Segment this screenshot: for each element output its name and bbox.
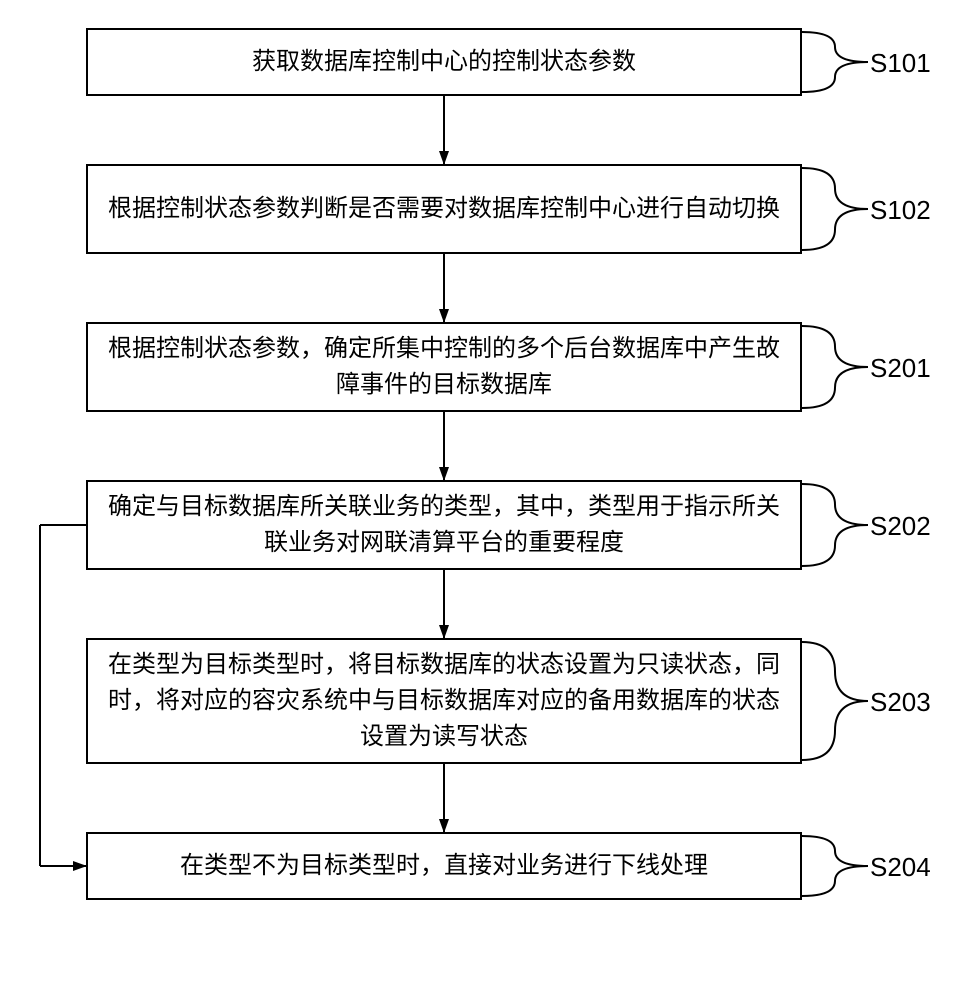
flowchart-canvas: 获取数据库控制中心的控制状态参数根据控制状态参数判断是否需要对数据库控制中心进行… [0, 0, 953, 1000]
step-label-S202: S202 [870, 511, 931, 542]
step-label-S204: S204 [870, 852, 931, 883]
flow-node-n202: 确定与目标数据库所关联业务的类型，其中，类型用于指示所关联业务对网联清算平台的重… [86, 480, 802, 570]
flow-node-n102: 根据控制状态参数判断是否需要对数据库控制中心进行自动切换 [86, 164, 802, 254]
flow-node-n101: 获取数据库控制中心的控制状态参数 [86, 28, 802, 96]
step-label-S102: S102 [870, 195, 931, 226]
step-label-S201: S201 [870, 353, 931, 384]
step-label-S101: S101 [870, 48, 931, 79]
step-label-S203: S203 [870, 687, 931, 718]
flow-node-n201: 根据控制状态参数，确定所集中控制的多个后台数据库中产生故障事件的目标数据库 [86, 322, 802, 412]
flow-node-n204: 在类型不为目标类型时，直接对业务进行下线处理 [86, 832, 802, 900]
flow-node-n203: 在类型为目标类型时，将目标数据库的状态设置为只读状态，同时，将对应的容灾系统中与… [86, 638, 802, 764]
